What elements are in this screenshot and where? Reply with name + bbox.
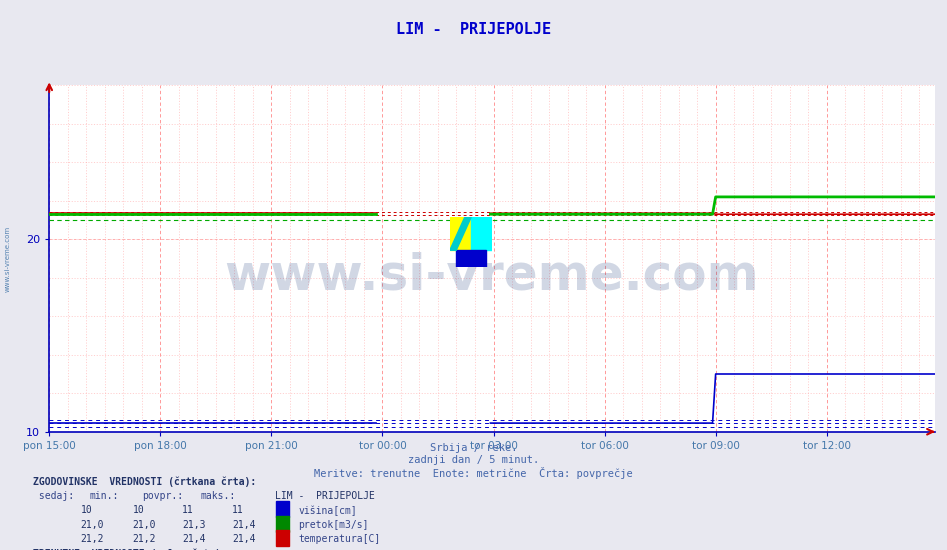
Text: 10: 10 (133, 505, 144, 515)
Text: www.si-vreme.com: www.si-vreme.com (5, 226, 10, 292)
Text: temperatura[C]: temperatura[C] (298, 534, 381, 544)
Text: min.:: min.: (90, 491, 119, 501)
Text: 11: 11 (182, 505, 193, 515)
Text: 21,4: 21,4 (232, 520, 256, 530)
Polygon shape (450, 217, 472, 250)
Text: ZGODOVINSKE  VREDNOSTI (črtkana črta):: ZGODOVINSKE VREDNOSTI (črtkana črta): (33, 477, 257, 487)
Text: višina[cm]: višina[cm] (298, 505, 357, 516)
Text: zadnji dan / 5 minut.: zadnji dan / 5 minut. (408, 455, 539, 465)
Polygon shape (450, 217, 472, 250)
Text: LIM -  PRIJEPOLJE: LIM - PRIJEPOLJE (275, 491, 374, 501)
Text: pretok[m3/s]: pretok[m3/s] (298, 520, 368, 530)
Text: TRENUTNE  VREDNOSTI (polna črta):: TRENUTNE VREDNOSTI (polna črta): (33, 548, 227, 550)
Text: 21,2: 21,2 (80, 534, 104, 544)
Polygon shape (472, 217, 492, 250)
Text: LIM -  PRIJEPOLJE: LIM - PRIJEPOLJE (396, 22, 551, 37)
Text: povpr.:: povpr.: (142, 491, 183, 501)
Text: Srbija / reke.: Srbija / reke. (430, 443, 517, 453)
Text: 21,4: 21,4 (182, 534, 205, 544)
Text: www.si-vreme.com: www.si-vreme.com (224, 252, 759, 300)
Text: 21,0: 21,0 (133, 520, 156, 530)
Text: 11: 11 (232, 505, 243, 515)
Text: 21,2: 21,2 (133, 534, 156, 544)
Text: 21,4: 21,4 (232, 534, 256, 544)
Text: Meritve: trenutne  Enote: metrične  Črta: povprečje: Meritve: trenutne Enote: metrične Črta: … (314, 467, 633, 479)
Text: maks.:: maks.: (201, 491, 236, 501)
Text: 21,3: 21,3 (182, 520, 205, 530)
Text: 10: 10 (80, 505, 92, 515)
Text: 21,0: 21,0 (80, 520, 104, 530)
Text: sedaj:: sedaj: (33, 491, 74, 501)
Polygon shape (456, 250, 486, 267)
